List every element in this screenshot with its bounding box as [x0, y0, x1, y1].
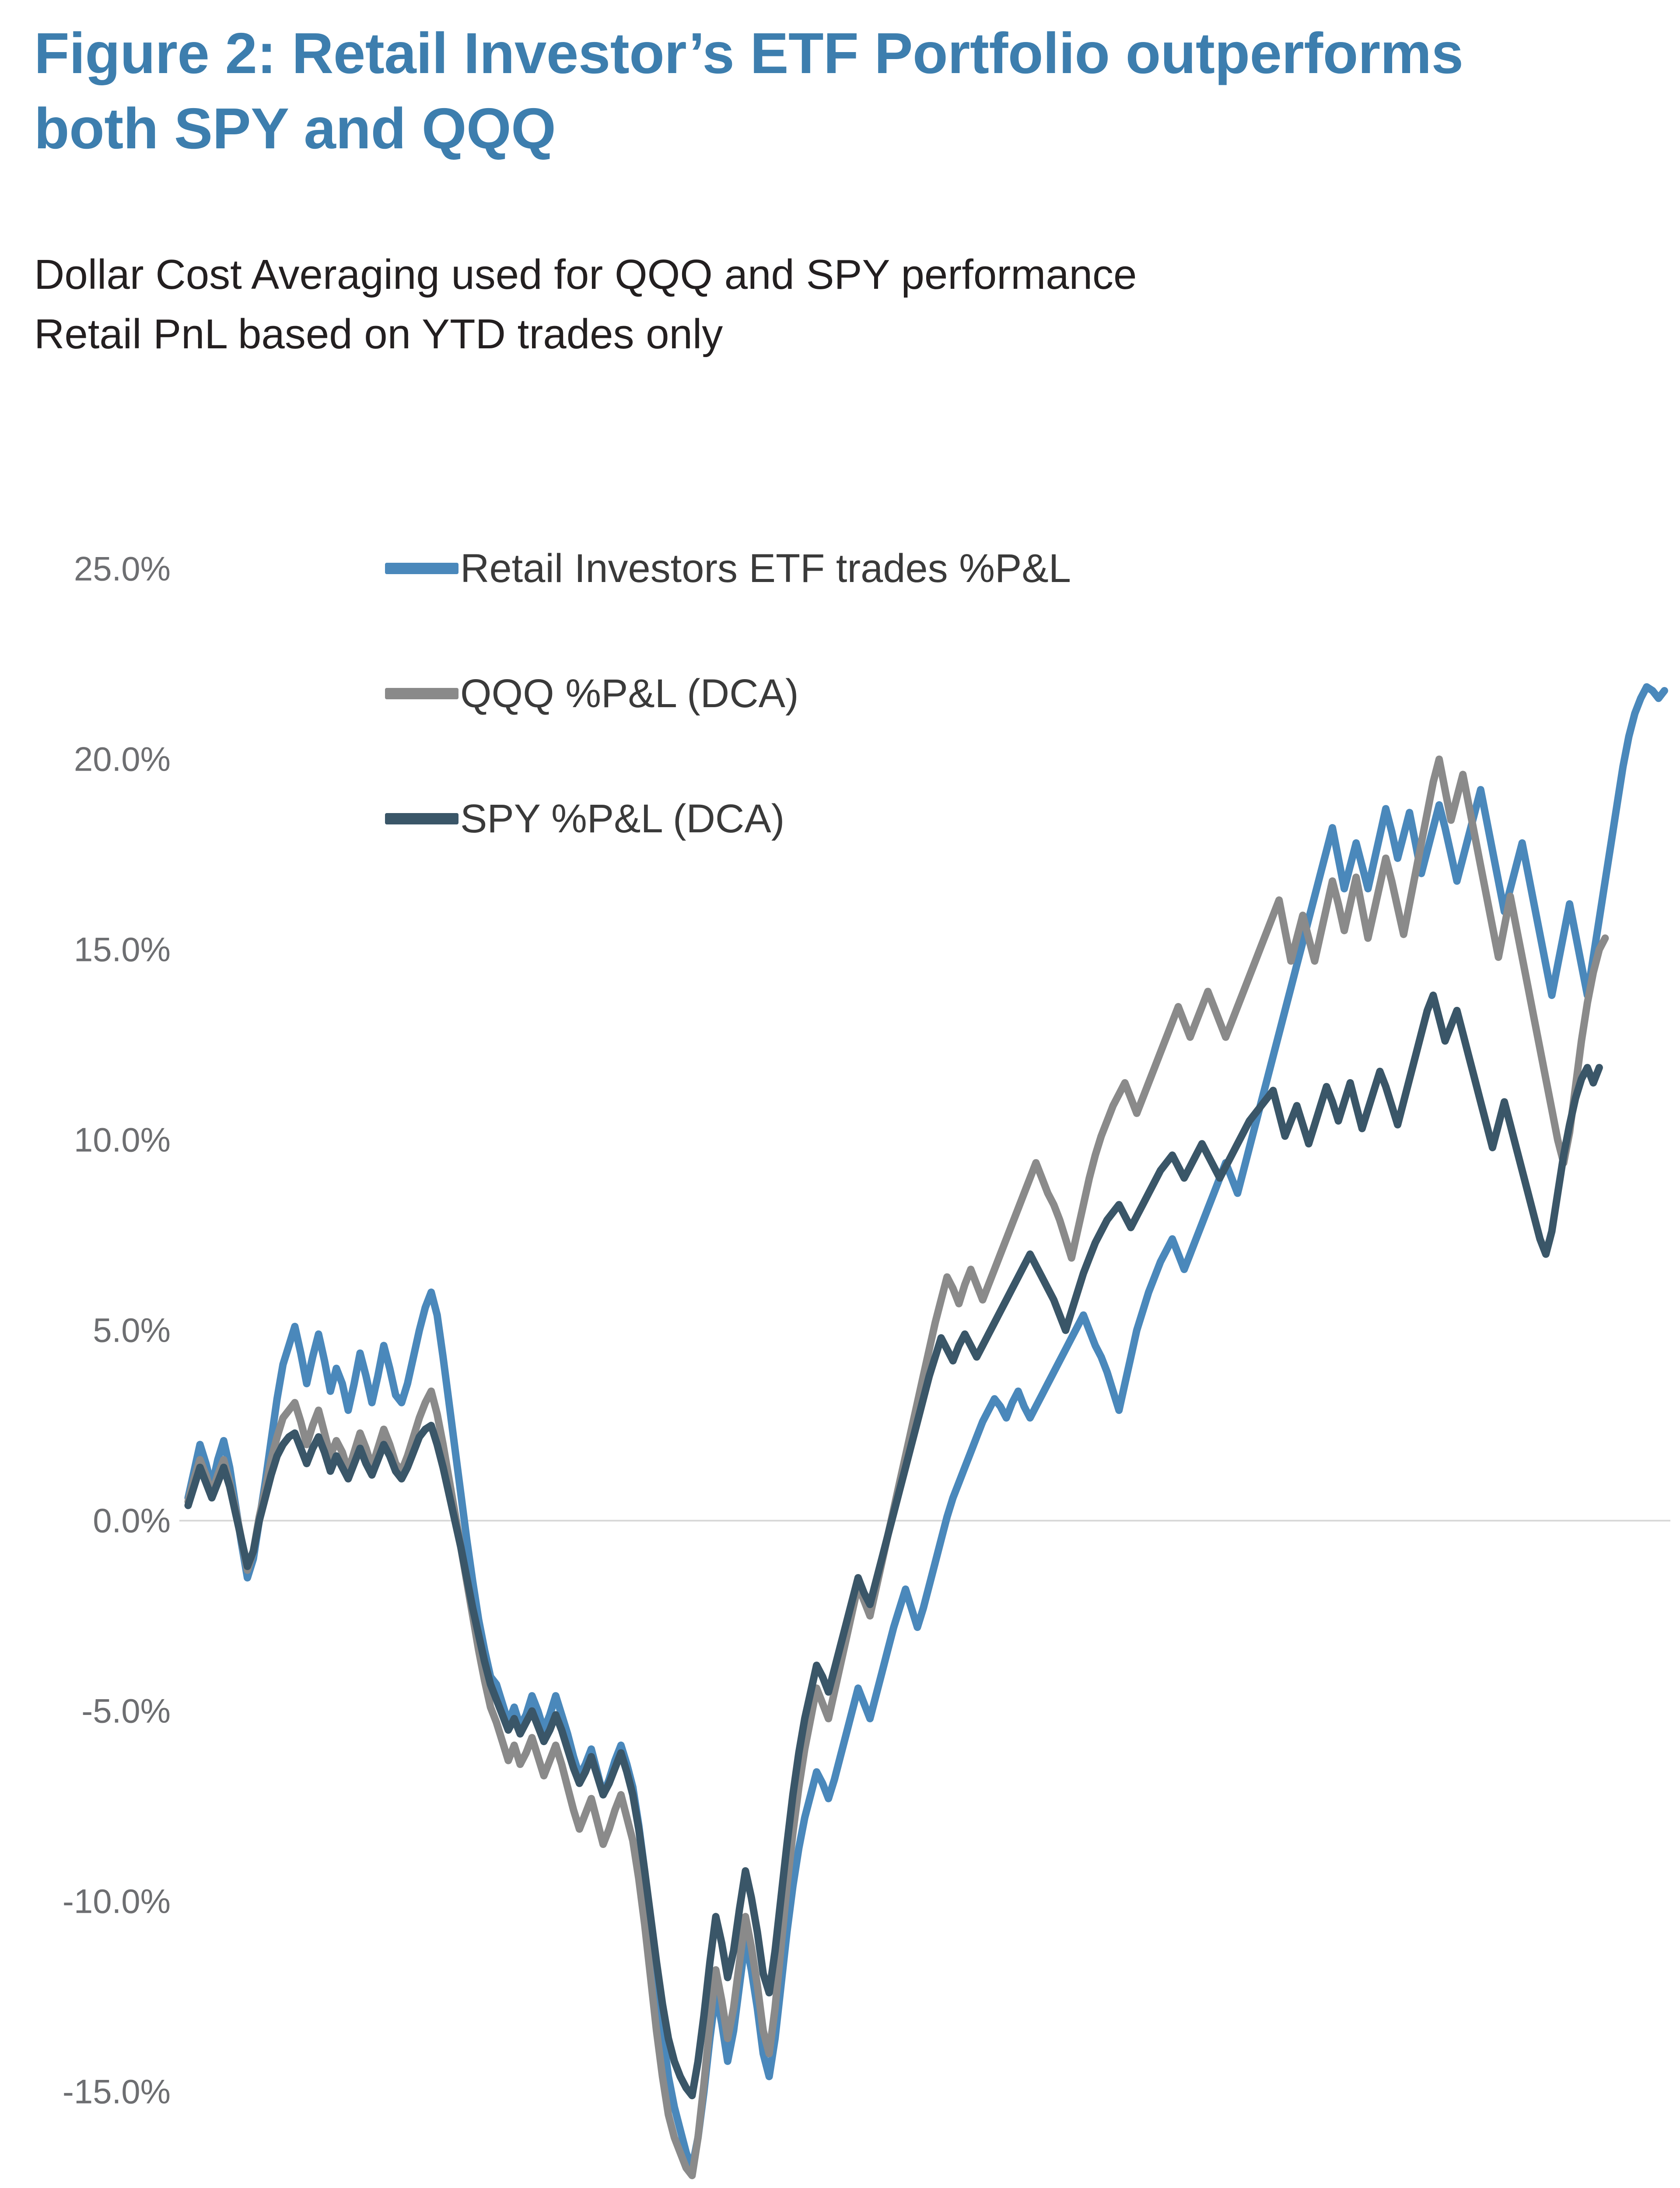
legend-item-qqq[interactable]: QQQ %P&L (DCA) [385, 663, 1071, 725]
line-chart: 25.0% 20.0% 15.0% 10.0% 5.0% 0.0% -5.0% -10.0% -… [0, 503, 1680, 2188]
legend-swatch-icon [385, 813, 458, 824]
legend-label: SPY %P&L (DCA) [460, 796, 785, 841]
legend-item-spy[interactable]: SPY %P&L (DCA) [385, 788, 1071, 850]
figure-subtitle: Dollar Cost Averaging used for QQQ and S… [34, 245, 1565, 365]
legend-label: QQQ %P&L (DCA) [460, 671, 799, 716]
y-tick-label: 25.0% [74, 549, 171, 588]
series-line-spy [184, 991, 1603, 2100]
chart-canvas [179, 683, 1670, 2179]
chart-legend: Retail Investors ETF trades %P&L QQQ %P&L… [385, 537, 1071, 850]
subtitle-line-1: Dollar Cost Averaging used for QQQ and S… [34, 251, 1137, 298]
legend-label: Retail Investors ETF trades %P&L [460, 546, 1071, 591]
y-tick-label: 15.0% [74, 930, 171, 969]
series-line-qqq [184, 755, 1609, 2179]
page-title: Figure 2: Retail Investor’s ETF Portfoli… [34, 21, 1463, 161]
legend-swatch-icon [385, 688, 458, 699]
y-tick-label: -5.0% [81, 1691, 171, 1730]
y-tick-label: -10.0% [62, 1882, 171, 1921]
legend-item-retail[interactable]: Retail Investors ETF trades %P&L [385, 537, 1071, 600]
series-line-retail [184, 683, 1668, 2172]
y-axis-ticks: 25.0% 20.0% 15.0% 10.0% 5.0% 0.0% -5.0% -10.0% -… [26, 503, 171, 2188]
legend-swatch-icon [385, 563, 458, 574]
y-tick-label: 20.0% [74, 740, 171, 778]
y-tick-label: -15.0% [62, 2072, 171, 2111]
y-tick-label: 10.0% [74, 1120, 171, 1159]
y-tick-label: 0.0% [93, 1501, 171, 1540]
subtitle-line-2: Retail PnL based on YTD trades only [34, 311, 723, 358]
y-tick-label: 5.0% [93, 1311, 171, 1350]
